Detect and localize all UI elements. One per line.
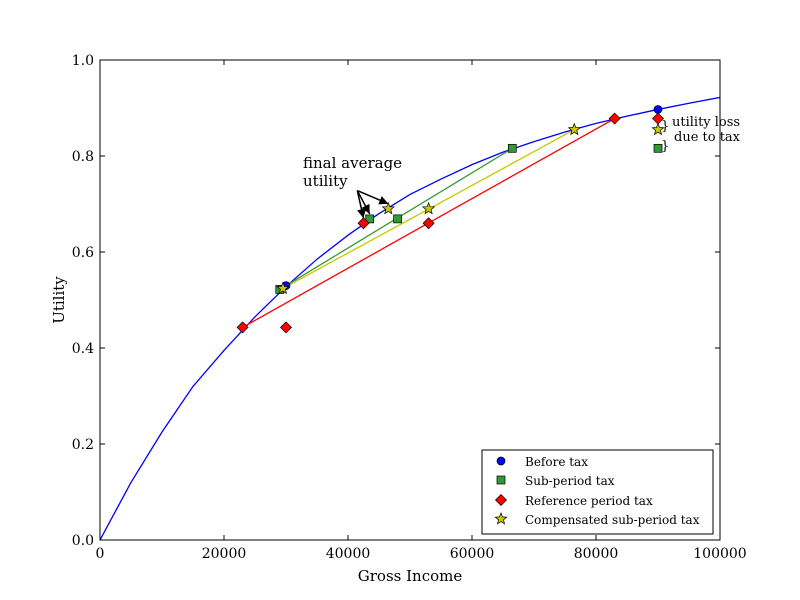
data-point-star-3-3: [421, 201, 436, 215]
data-point-circle-0-1: [653, 105, 663, 114]
data-point-diamond-2-1: [608, 112, 621, 125]
data-point-diamond-2-4: [422, 217, 435, 230]
utility-loss-label-line1: utility loss: [672, 115, 740, 130]
data-point-diamond-2-3: [357, 217, 370, 230]
y-tick-label: 0.4: [72, 341, 94, 357]
legend-markers: [494, 456, 508, 525]
final-average-label-line1: final average: [303, 154, 402, 172]
legend: Before tax Sub-period tax Reference peri…: [481, 449, 714, 535]
data-point-star-3-4: [651, 122, 665, 136]
data-point-square-1-4: [653, 143, 663, 153]
data-point-square-1-2: [365, 214, 375, 224]
legend-marker-square: [496, 475, 506, 485]
y-tick-label: 0.2: [72, 437, 94, 453]
x-axis-label: Gross Income: [358, 567, 463, 585]
legend-box: [481, 449, 714, 535]
legend-marker-circle: [496, 456, 506, 466]
data-point-diamond-2-2: [280, 321, 292, 334]
final-average-arrowhead-0: [357, 208, 366, 219]
x-tick-label: 100000: [693, 546, 746, 562]
utility-loss-label-line2: due to tax: [674, 130, 741, 145]
data-point-star-3-1: [567, 122, 581, 136]
tick-layer: 0 20000 40000 60000 80000 100000 0.0 0.2 0.4 0.6 0…: [72, 53, 747, 562]
x-tick-label: 60000: [450, 546, 495, 562]
data-point-star-3-0: [276, 281, 290, 295]
utility-loss-brace-upper: }: [661, 119, 669, 134]
final-average-arrowhead-1: [361, 203, 370, 214]
y-tick-label: 0.6: [72, 245, 94, 261]
data-point-square-1-3: [393, 214, 402, 224]
y-tick-label: 0.0: [72, 533, 94, 549]
legend-label-compensated-sub-period-tax: Compensated sub-period tax: [525, 513, 700, 527]
x-tick-label: 20000: [202, 546, 247, 562]
final-average-label-line2: utility: [303, 172, 348, 190]
y-tick-label: 1.0: [72, 53, 94, 69]
legend-label-reference-period-tax: Reference period tax: [525, 494, 653, 508]
y-axis-label: Utility: [50, 276, 68, 324]
data-point-square-1-1: [507, 143, 517, 153]
marker-layer: [236, 105, 665, 334]
annotation-layer: [356, 189, 389, 219]
legend-label-sub-period-tax: Sub-period tax: [525, 474, 615, 488]
y-tick-label: 0.8: [72, 149, 94, 165]
x-tick-label: 80000: [574, 546, 619, 562]
utility-loss-brace-lower: }: [661, 139, 669, 154]
legend-marker-diamond: [495, 494, 507, 506]
data-point-diamond-2-0: [236, 321, 249, 334]
legend-marker-star: [494, 512, 508, 525]
x-tick-label: 40000: [326, 546, 371, 562]
plot-frame: [99, 59, 721, 541]
data-point-star-3-2: [381, 201, 395, 215]
legend-label-before-tax: Before tax: [525, 455, 588, 469]
final-average-arrowhead-2: [378, 196, 389, 205]
x-tick-label: 0: [96, 546, 105, 562]
